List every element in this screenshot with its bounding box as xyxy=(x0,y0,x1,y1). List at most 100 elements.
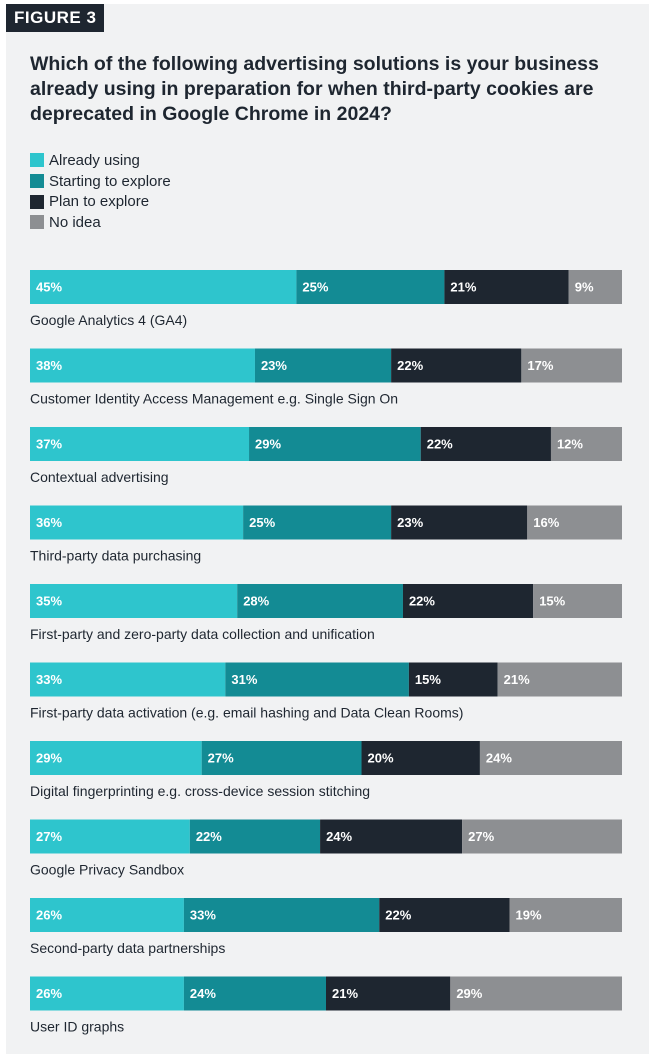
data-label: 33% xyxy=(36,672,62,687)
chart-title: Which of the following advertising solut… xyxy=(30,53,599,125)
data-label: 36% xyxy=(36,515,62,530)
data-label: 23% xyxy=(397,515,423,530)
bar-segment xyxy=(521,348,622,383)
bar-segment xyxy=(379,898,510,932)
data-label: 45% xyxy=(36,280,62,295)
data-label: 27% xyxy=(208,751,234,766)
data-label: 33% xyxy=(190,908,216,923)
data-label: 20% xyxy=(368,751,394,766)
bar-segment xyxy=(527,505,622,540)
data-label: 23% xyxy=(261,358,287,373)
data-label: 27% xyxy=(36,829,62,844)
legend-label: No idea xyxy=(49,213,101,231)
legend-label: Already using xyxy=(49,151,140,169)
bar-segment xyxy=(30,898,184,932)
bar-segment xyxy=(30,976,184,1011)
category-label: Google Analytics 4 (GA4) xyxy=(30,312,187,328)
data-label: 15% xyxy=(539,594,565,609)
category-label: User ID graphs xyxy=(30,1019,124,1035)
bar-segment xyxy=(30,505,244,540)
bar-segment xyxy=(183,976,326,1011)
legend-item-plan-to-explore: Plan to explore xyxy=(30,191,171,212)
bar-segment xyxy=(225,662,409,697)
data-label: 27% xyxy=(468,829,494,844)
data-label: 24% xyxy=(190,986,216,1001)
data-label: 35% xyxy=(36,594,62,609)
bar-segment xyxy=(402,584,534,618)
data-label: 25% xyxy=(302,280,328,295)
bar-segment xyxy=(30,819,190,854)
data-label: 21% xyxy=(504,672,530,687)
bar-segment xyxy=(479,741,622,775)
bar-segment xyxy=(30,584,238,618)
data-label: 22% xyxy=(427,437,453,452)
bar-segment xyxy=(320,819,463,854)
data-label: 26% xyxy=(36,986,62,1001)
bar-segment xyxy=(30,741,202,775)
bar-segment xyxy=(391,348,522,383)
category-label: Second-party data partnerships xyxy=(30,940,225,956)
bar-segment xyxy=(462,819,622,854)
data-label: 26% xyxy=(36,908,62,923)
data-label: 12% xyxy=(557,437,583,452)
bar-segment xyxy=(450,976,622,1011)
legend-swatch xyxy=(30,174,44,189)
legend-swatch xyxy=(30,153,44,168)
data-label: 29% xyxy=(255,437,281,452)
data-label: 25% xyxy=(249,515,275,530)
category-label: First-party data activation (e.g. email … xyxy=(30,705,463,721)
legend-item-starting-to-explore: Starting to explore xyxy=(30,171,171,192)
data-label: 31% xyxy=(231,672,257,687)
data-label: 24% xyxy=(326,829,352,844)
legend-item-already-using: Already using xyxy=(30,150,171,171)
bar-segment xyxy=(189,819,321,854)
bar-segment xyxy=(30,662,226,697)
bar-segment xyxy=(183,898,380,932)
data-label: 19% xyxy=(516,908,542,923)
bar-segment xyxy=(201,741,362,775)
bar-segment xyxy=(444,270,569,304)
data-label: 22% xyxy=(397,358,423,373)
category-label: Google Privacy Sandbox xyxy=(30,862,184,878)
bar-segment xyxy=(408,662,498,697)
bar-segment xyxy=(509,898,622,932)
bar-segment xyxy=(550,427,622,461)
bar-segment xyxy=(30,427,250,461)
category-label: Third-party data purchasing xyxy=(30,548,201,564)
bar-segment xyxy=(254,348,392,383)
category-label: Customer Identity Access Management e.g.… xyxy=(30,391,398,407)
data-label: 37% xyxy=(36,437,62,452)
category-label: Contextual advertising xyxy=(30,469,169,485)
data-label: 17% xyxy=(527,358,553,373)
bar-segment xyxy=(326,976,451,1011)
bar-segment xyxy=(361,741,480,775)
bar-segment xyxy=(249,427,421,461)
bar-segment xyxy=(420,427,551,461)
legend-label: Starting to explore xyxy=(49,172,171,190)
bar-segment xyxy=(296,270,445,304)
bar-segment xyxy=(243,505,392,540)
legend-swatch xyxy=(30,194,44,209)
data-label: 22% xyxy=(409,594,435,609)
data-label: 38% xyxy=(36,358,62,373)
data-label: 15% xyxy=(415,672,441,687)
bar-segment xyxy=(568,270,622,304)
legend-item-no-idea: No idea xyxy=(30,212,171,233)
category-label: Digital fingerprinting e.g. cross-device… xyxy=(30,783,370,799)
data-label: 24% xyxy=(486,751,512,766)
figure-label: FIGURE 3 xyxy=(6,4,105,32)
bar-segment xyxy=(533,584,622,618)
data-label: 22% xyxy=(385,908,411,923)
bar-segment xyxy=(497,662,622,697)
legend-label: Plan to explore xyxy=(49,193,150,211)
data-label: 16% xyxy=(533,515,559,530)
data-label: 29% xyxy=(36,751,62,766)
data-label: 21% xyxy=(450,280,476,295)
bar-segment xyxy=(237,584,403,618)
bar-segment xyxy=(30,270,297,304)
data-label: 29% xyxy=(456,986,482,1001)
bar-segment xyxy=(391,505,528,540)
data-label: 21% xyxy=(332,986,358,1001)
legend-swatch xyxy=(30,215,44,230)
